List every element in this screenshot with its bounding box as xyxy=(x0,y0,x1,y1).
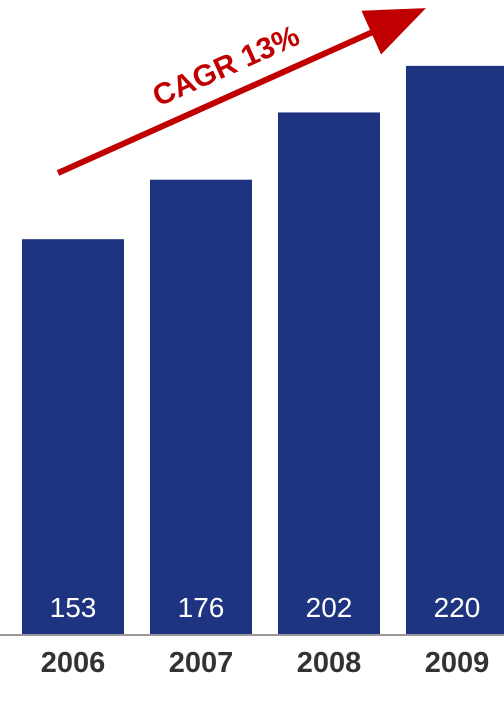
x-tick-label-2007: 2007 xyxy=(169,647,234,679)
bar-2009 xyxy=(406,65,504,635)
x-tick-label-2006: 2006 xyxy=(41,647,106,679)
x-tick-label-2009: 2009 xyxy=(425,647,490,679)
bar-2006 xyxy=(22,239,124,635)
bar-2008 xyxy=(278,112,380,635)
x-tick-label-2008: 2008 xyxy=(297,647,362,679)
bars-group xyxy=(22,65,504,635)
labels-group: 153 2006 176 2007 202 2008 220 2009 xyxy=(41,592,490,679)
value-label-2006: 153 xyxy=(50,592,97,623)
cagr-arrow xyxy=(56,8,426,176)
value-label-2009: 220 xyxy=(434,592,481,623)
bar-2007 xyxy=(150,179,252,635)
value-label-2007: 176 xyxy=(178,592,225,623)
value-label-2008: 202 xyxy=(306,592,353,623)
